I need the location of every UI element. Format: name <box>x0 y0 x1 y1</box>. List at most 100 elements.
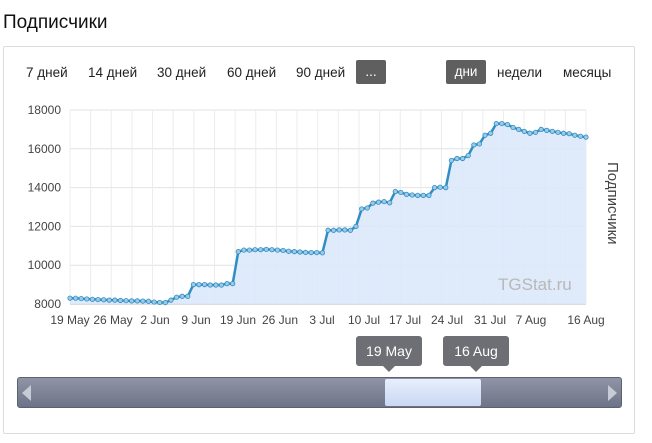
data-point <box>73 295 79 301</box>
data-point <box>274 247 281 253</box>
granularity-months-button[interactable]: месяцы <box>563 65 612 80</box>
data-point <box>280 247 286 254</box>
data-point <box>230 281 236 287</box>
data-point <box>325 227 331 233</box>
data-point <box>319 250 325 256</box>
data-point <box>415 192 421 198</box>
y-tick-label: 16000 <box>28 142 62 156</box>
data-point <box>168 297 174 303</box>
x-tick-label: 2 Jun <box>140 313 169 327</box>
data-point <box>123 298 129 304</box>
data-point <box>527 130 533 136</box>
data-point <box>302 249 309 255</box>
x-tick-label: 16 Aug <box>567 313 604 327</box>
data-point <box>331 227 337 233</box>
data-point <box>516 126 522 132</box>
range-30-days-button[interactable]: 30 дней <box>157 65 207 80</box>
x-tick-label: 19 May <box>50 313 89 327</box>
data-point <box>387 200 393 206</box>
data-point <box>95 296 101 303</box>
data-point <box>196 281 202 288</box>
data-point <box>538 126 544 132</box>
range-custom-button[interactable]: ... <box>356 60 386 84</box>
data-point <box>252 247 258 253</box>
x-tick-label: 19 Jun <box>220 313 256 327</box>
x-tick-label: 7 Aug <box>516 313 547 327</box>
y-tick-label: 18000 <box>28 103 62 117</box>
data-point <box>291 249 297 255</box>
data-point <box>353 223 359 229</box>
series-area-fill <box>70 123 586 304</box>
x-tick-label: 10 Jul <box>348 313 380 327</box>
data-point <box>443 185 449 191</box>
granularity-weeks-button[interactable]: недели <box>497 65 543 80</box>
data-point <box>370 200 376 206</box>
data-point <box>67 295 73 301</box>
data-point <box>308 249 314 256</box>
data-point <box>583 134 589 140</box>
data-point <box>157 299 163 306</box>
x-tick-label: 26 Jun <box>262 313 298 327</box>
range-end-tooltip: 16 Aug <box>443 336 509 372</box>
range-60-days-button[interactable]: 60 дней <box>227 65 277 80</box>
data-point <box>544 127 550 133</box>
data-point <box>235 249 241 255</box>
data-point <box>532 129 539 135</box>
data-point <box>465 152 471 159</box>
data-point <box>185 293 191 299</box>
data-point <box>499 120 505 127</box>
data-point <box>224 281 230 287</box>
data-point <box>140 298 146 304</box>
data-point <box>342 227 348 233</box>
data-point <box>173 294 180 300</box>
data-point <box>151 299 157 305</box>
data-point <box>269 247 275 253</box>
y-tick-label: 14000 <box>28 181 62 195</box>
navigator-left-arrow-icon[interactable] <box>22 385 31 401</box>
data-point <box>241 247 247 253</box>
data-point <box>398 189 404 196</box>
data-point <box>89 296 96 302</box>
data-point <box>106 297 112 303</box>
data-point <box>409 192 415 198</box>
data-point <box>471 142 477 148</box>
data-point <box>84 296 90 302</box>
data-point <box>426 192 432 198</box>
data-point <box>375 199 382 205</box>
navigator-selected-window[interactable] <box>385 379 481 406</box>
data-point <box>454 155 460 162</box>
x-tick-label: 31 Jul <box>474 313 506 327</box>
data-point <box>179 293 185 299</box>
data-point <box>359 206 365 212</box>
data-point <box>504 121 511 128</box>
navigator-right-arrow-icon[interactable] <box>608 385 617 401</box>
range-90-days-button[interactable]: 90 дней <box>296 65 346 80</box>
y-tick-label: 10000 <box>28 258 62 272</box>
data-point <box>101 297 107 303</box>
data-point <box>78 295 84 302</box>
data-point <box>117 297 124 304</box>
data-point <box>347 227 354 233</box>
data-point <box>392 188 398 195</box>
data-point <box>476 141 483 147</box>
x-axis-ticks: 19 May 26 May 2 Jun 9 Jun 19 Jun 26 Jun 3 Jul 1… <box>50 313 604 327</box>
y-tick-label: 12000 <box>28 219 62 233</box>
data-point <box>560 130 567 136</box>
granularity-days-button[interactable]: дни <box>446 60 486 84</box>
data-point <box>431 185 438 191</box>
data-point <box>572 132 578 138</box>
x-tick-label: 3 Jul <box>309 313 334 327</box>
range-navigator[interactable] <box>17 377 622 408</box>
x-tick-label: 26 May <box>93 313 132 327</box>
data-point <box>493 120 499 127</box>
data-point <box>521 128 527 134</box>
data-point <box>207 282 213 288</box>
data-point <box>549 128 555 134</box>
range-14-days-button[interactable]: 14 дней <box>88 65 138 80</box>
data-point <box>145 298 152 304</box>
range-7-days-button[interactable]: 7 дней <box>26 65 68 80</box>
data-point <box>162 300 168 306</box>
data-point <box>460 155 466 162</box>
